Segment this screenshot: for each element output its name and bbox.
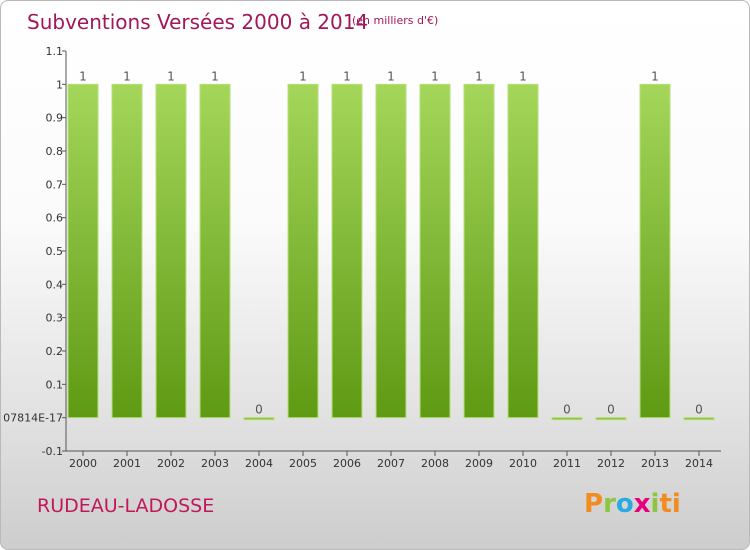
bar [639, 83, 671, 419]
y-tick-label: 0.4 [46, 278, 64, 291]
data-label: 1 [387, 69, 395, 83]
data-label: 1 [79, 69, 87, 83]
bar [551, 417, 583, 421]
bar [419, 83, 451, 419]
y-tick-label: 0.3 [46, 312, 64, 325]
bar [595, 417, 627, 421]
data-label: 1 [167, 69, 175, 83]
y-tick-label: 1 [56, 78, 63, 91]
chart-unit: (en milliers d'€) [352, 14, 439, 27]
x-tick-label: 2004 [245, 457, 273, 470]
bar [375, 83, 407, 419]
logo-letter: P [584, 489, 604, 519]
bar [507, 83, 539, 419]
logo-letter: o [615, 489, 634, 519]
logo-letter: i [650, 489, 660, 519]
data-label: 1 [431, 69, 439, 83]
y-tick-label: 0.1 [46, 378, 64, 391]
y-tick-label: 07814E-17 [3, 412, 63, 425]
x-tick-label: 2013 [641, 457, 669, 470]
data-label: 1 [123, 69, 131, 83]
x-tick-label: 2005 [289, 457, 317, 470]
y-tick-label: 0.6 [46, 212, 64, 225]
proxiti-logo: Proxiti [584, 489, 681, 519]
bar [199, 83, 231, 419]
logo-letter: x [633, 489, 651, 519]
data-label: 1 [211, 69, 219, 83]
data-label: 1 [475, 69, 483, 83]
y-tick-label: -0.1 [42, 445, 63, 458]
x-tick-label: 2001 [113, 457, 141, 470]
bar [287, 83, 319, 419]
x-tick-label: 2006 [333, 457, 361, 470]
x-tick-label: 2011 [553, 457, 581, 470]
commune-name: RUDEAU-LADOSSE [37, 495, 215, 517]
x-tick-label: 2012 [597, 457, 625, 470]
data-label: 1 [519, 69, 527, 83]
bar [331, 83, 363, 419]
logo-letter: r [603, 489, 616, 519]
bar [111, 83, 143, 419]
y-tick-label: 0.8 [46, 145, 64, 158]
bar [683, 417, 715, 421]
bar [463, 83, 495, 419]
data-label: 0 [607, 403, 615, 417]
logo-letter: i [671, 489, 681, 519]
data-label: 0 [255, 403, 263, 417]
data-label: 1 [343, 69, 351, 83]
data-label: 1 [299, 69, 307, 83]
data-label: 0 [695, 403, 703, 417]
data-label: 0 [563, 403, 571, 417]
x-tick-label: 2007 [377, 457, 405, 470]
bar [67, 83, 99, 419]
bar [155, 83, 187, 419]
y-tick-label: 0.5 [46, 245, 64, 258]
x-tick-label: 2008 [421, 457, 449, 470]
x-tick-label: 2000 [69, 457, 97, 470]
chart-title: Subventions Versées 2000 à 2014 [27, 10, 369, 34]
x-tick-label: 2014 [685, 457, 713, 470]
logo-letter: t [659, 489, 672, 519]
x-tick-label: 2010 [509, 457, 537, 470]
y-tick-label: 0.9 [46, 112, 64, 125]
y-tick-label: 0.2 [46, 345, 64, 358]
bar [243, 417, 275, 421]
y-tick-label: 0.7 [46, 178, 64, 191]
x-tick-label: 2009 [465, 457, 493, 470]
y-tick-label: 1.1 [46, 45, 64, 58]
x-tick-label: 2003 [201, 457, 229, 470]
data-label: 1 [651, 69, 659, 83]
x-tick-label: 2002 [157, 457, 185, 470]
